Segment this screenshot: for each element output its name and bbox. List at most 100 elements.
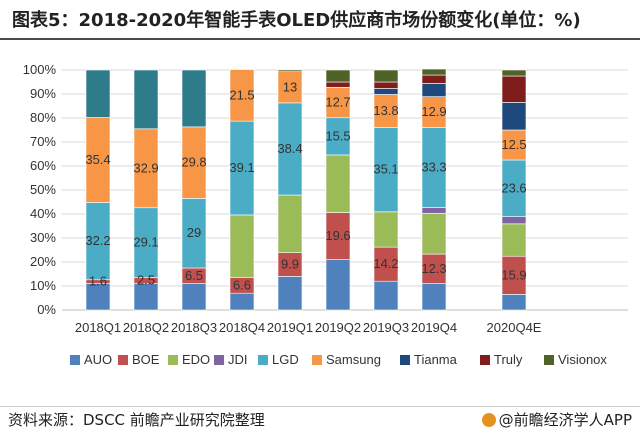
bar-segment — [133, 128, 159, 209]
bar-segment — [501, 223, 527, 257]
data-label: 12.9 — [421, 104, 446, 119]
y-tick-label: 90% — [30, 86, 56, 101]
y-tick-label: 30% — [30, 230, 56, 245]
bar-segment — [277, 276, 303, 311]
x-tick-label: 2020Q4E — [487, 320, 542, 335]
y-tick-label: 70% — [30, 134, 56, 149]
y-tick-label: 20% — [30, 254, 56, 269]
legend-swatch — [544, 355, 554, 365]
legend-label: BOE — [132, 352, 160, 367]
chart-title: 图表5：2018-2020年智能手表OLED供应商市场份额变化(单位：%) — [12, 10, 581, 31]
bar-segment — [181, 69, 207, 128]
bar-segment — [421, 74, 447, 84]
bar-segment — [325, 154, 351, 213]
x-tick-label: 2019Q3 — [363, 320, 409, 335]
y-tick-label: 100% — [23, 62, 57, 77]
x-tick-label: 2019Q2 — [315, 320, 361, 335]
data-label: 32.9 — [133, 160, 158, 175]
title-divider — [0, 38, 640, 40]
data-label: 9.9 — [281, 257, 299, 272]
bar-segment — [501, 159, 527, 217]
y-tick-label: 10% — [30, 278, 56, 293]
bar-segment — [373, 88, 399, 95]
bar-segment — [421, 283, 447, 311]
source-note: 资料来源：DSCC 前瞻产业研究院整理 — [8, 411, 265, 429]
legend-label: Samsung — [326, 352, 381, 367]
legend-label: JDI — [228, 352, 248, 367]
bar-segment — [373, 280, 399, 311]
data-label: 12.7 — [325, 95, 350, 110]
bar-segment — [421, 68, 447, 76]
legend-label: Tianma — [414, 352, 458, 367]
data-label: 13.8 — [373, 103, 398, 118]
bar-segment — [133, 283, 159, 311]
bar-segment — [421, 127, 447, 208]
data-label: 15.9 — [501, 267, 526, 282]
bar-segment — [501, 102, 527, 131]
bar-segment — [229, 69, 255, 122]
legend-swatch — [480, 355, 490, 365]
x-tick-label: 2018Q2 — [123, 320, 169, 335]
legend-swatch — [214, 355, 224, 365]
bar-segment — [325, 86, 351, 119]
brand-credit: @前瞻经济学人APP — [481, 409, 632, 430]
data-label: 2.5 — [137, 273, 155, 288]
data-label: 29.8 — [181, 155, 206, 170]
bar-segment — [421, 83, 447, 97]
bar-segment — [277, 102, 303, 196]
bar-segment — [325, 259, 351, 311]
bar-segment — [85, 202, 111, 281]
bar-segment — [277, 69, 303, 72]
x-tick-label: 2019Q1 — [267, 320, 313, 335]
data-label: 21.5 — [229, 87, 254, 102]
data-label: 12.5 — [501, 137, 526, 152]
x-tick-label: 2018Q4 — [219, 320, 265, 335]
bar-segment — [181, 126, 207, 199]
bar-segment — [421, 212, 447, 255]
legend-swatch — [400, 355, 410, 365]
y-tick-label: 40% — [30, 206, 56, 221]
bar-segment — [421, 96, 447, 128]
legend-swatch — [258, 355, 268, 365]
data-label: 12.3 — [421, 261, 446, 276]
legend-swatch — [168, 355, 178, 365]
data-label: 29.1 — [133, 235, 158, 250]
data-label: 14.2 — [373, 256, 398, 271]
data-label: 13 — [283, 79, 297, 94]
legend-label: AUO — [84, 352, 112, 367]
legend-label: Truly — [494, 352, 523, 367]
bar-segment — [85, 117, 111, 203]
data-label: 39.1 — [229, 160, 254, 175]
bar-segment — [373, 246, 399, 282]
legend-swatch — [118, 355, 128, 365]
stacked-bar-chart: 0% 10% 20% 30% 40% 50% 60% 70% 80% 90% 100% 2018Q1 1… — [23, 62, 628, 367]
footer-divider — [0, 406, 640, 407]
data-label: 32.2 — [85, 233, 110, 248]
bar-segment — [421, 253, 447, 284]
data-label: 6.5 — [185, 268, 203, 283]
bar-segment — [277, 71, 303, 104]
legend-label: Visionox — [558, 352, 607, 367]
data-label: 38.4 — [277, 141, 302, 156]
bar-segment — [373, 211, 399, 248]
data-label: 19.6 — [325, 228, 350, 243]
legend-swatch — [312, 355, 322, 365]
bar-segment — [325, 117, 351, 156]
bar-segment — [501, 255, 527, 295]
bar-segment — [373, 94, 399, 128]
brand-logo-icon — [481, 413, 496, 427]
bar-segment — [325, 69, 351, 83]
bar-segment — [133, 207, 159, 278]
legend-label: LGD — [272, 352, 299, 367]
bar-segment — [133, 69, 159, 130]
data-label: 1.6 — [89, 274, 107, 289]
y-tick-label: 80% — [30, 110, 56, 125]
data-label: 33.3 — [421, 160, 446, 175]
bar-segment — [373, 81, 399, 89]
data-label: 23.6 — [501, 180, 526, 195]
bar-segment — [85, 283, 111, 311]
bar-segment — [229, 214, 255, 278]
y-tick-label: 0% — [37, 302, 56, 317]
legend-swatch — [70, 355, 80, 365]
data-label: 35.1 — [373, 162, 398, 177]
